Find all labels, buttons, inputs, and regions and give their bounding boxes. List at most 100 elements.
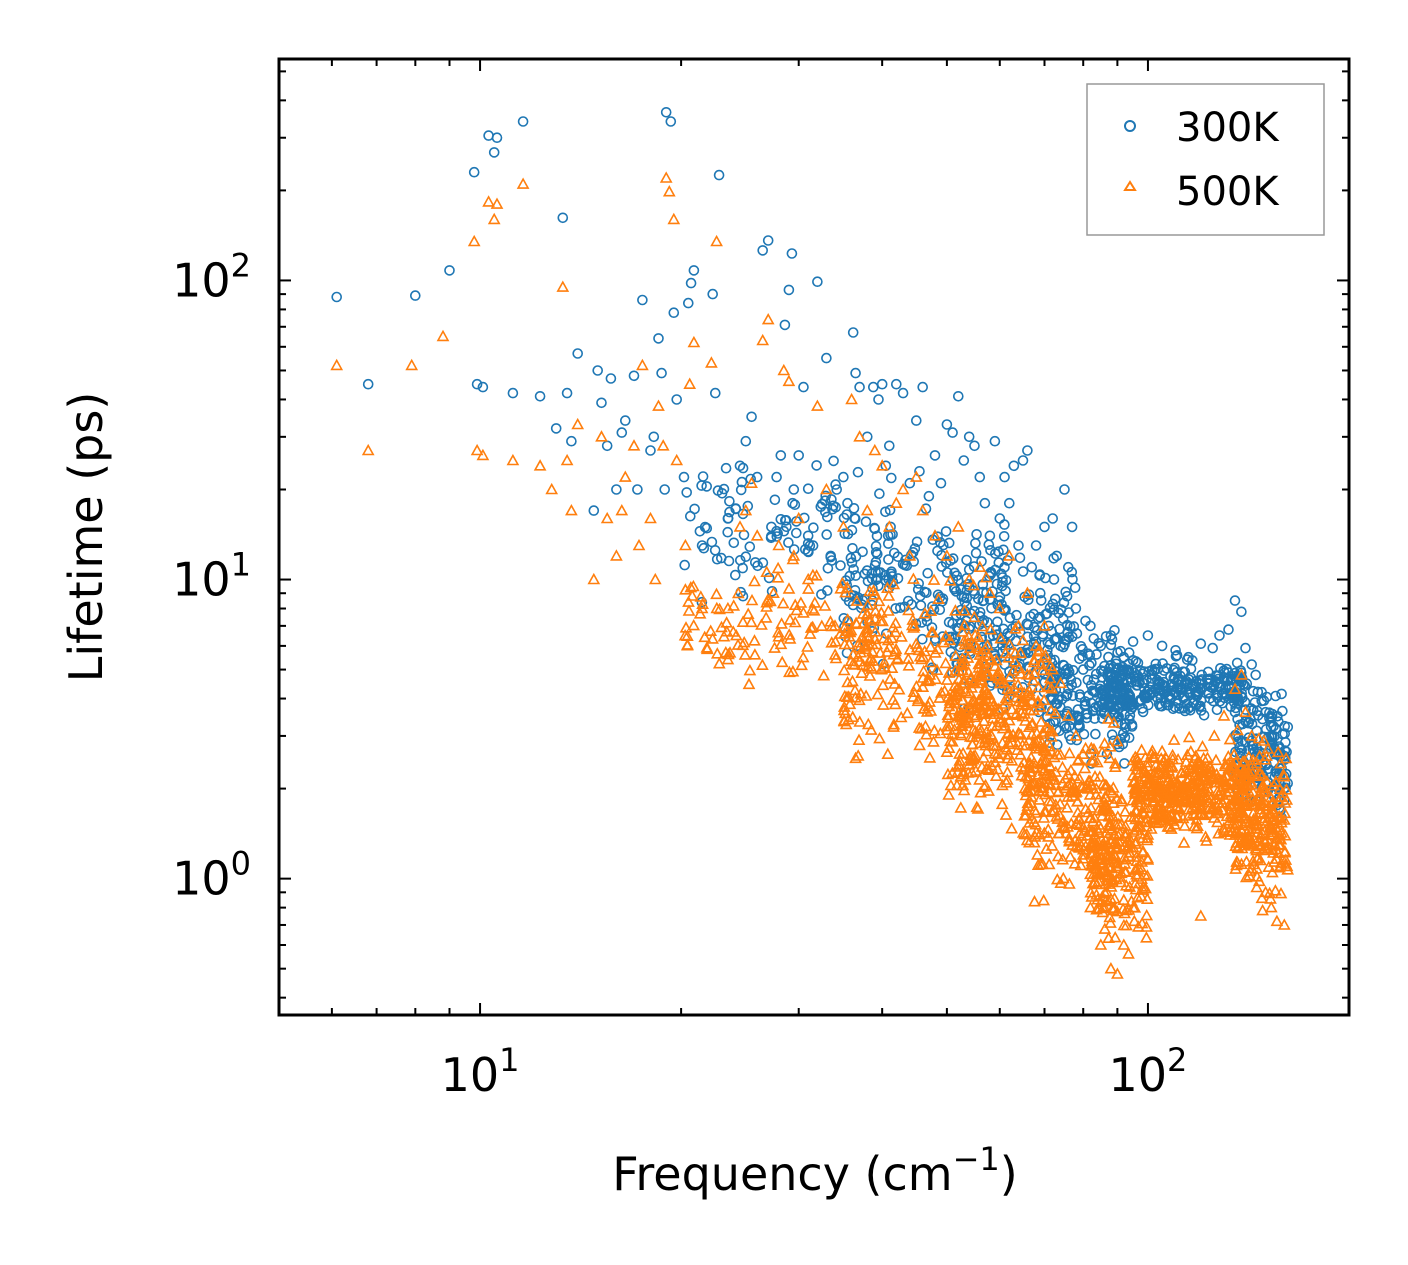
point-500k bbox=[1038, 619, 1051, 631]
point-300k bbox=[1138, 682, 1150, 694]
point-300k bbox=[1021, 618, 1033, 630]
point-500k bbox=[973, 726, 987, 738]
point-300k bbox=[729, 569, 741, 581]
point-300k bbox=[488, 147, 500, 158]
point-300k bbox=[951, 570, 963, 582]
point-500k bbox=[976, 619, 989, 632]
point-300k bbox=[1062, 706, 1073, 717]
point-500k bbox=[1163, 786, 1177, 799]
point-500k bbox=[1052, 826, 1065, 839]
legend-marker-300k bbox=[1124, 120, 1136, 132]
point-500k bbox=[694, 590, 708, 602]
point-500k bbox=[748, 574, 761, 587]
point-500k bbox=[1084, 825, 1097, 837]
point-300k bbox=[734, 554, 746, 566]
point-500k bbox=[910, 679, 923, 692]
point-500k bbox=[1268, 837, 1282, 849]
point-500k bbox=[1091, 867, 1105, 880]
point-500k bbox=[924, 604, 938, 616]
point-300k bbox=[932, 589, 944, 601]
point-300k bbox=[1246, 718, 1258, 730]
point-300k bbox=[1014, 552, 1026, 564]
point-500k bbox=[741, 607, 755, 619]
point-300k bbox=[934, 591, 946, 603]
point-500k bbox=[1223, 732, 1237, 745]
point-300k bbox=[1095, 665, 1107, 676]
point-500k bbox=[476, 448, 490, 461]
point-500k bbox=[1029, 742, 1043, 754]
point-300k bbox=[1064, 621, 1076, 632]
point-300k bbox=[1276, 688, 1287, 700]
point-500k bbox=[1140, 811, 1153, 824]
point-500k bbox=[1039, 754, 1053, 766]
point-300k bbox=[1179, 705, 1191, 717]
point-500k bbox=[1265, 820, 1279, 832]
point-500k bbox=[948, 696, 961, 708]
point-500k bbox=[748, 648, 762, 660]
point-500k bbox=[1132, 920, 1145, 932]
point-500k bbox=[967, 578, 980, 591]
point-500k bbox=[330, 358, 344, 371]
point-500k bbox=[1199, 830, 1212, 842]
point-500k bbox=[1037, 763, 1051, 776]
point-500k bbox=[1182, 730, 1196, 743]
point-500k bbox=[470, 443, 484, 456]
point-500k bbox=[1237, 763, 1251, 775]
point-500k bbox=[984, 623, 997, 635]
point-300k bbox=[1142, 630, 1154, 641]
point-500k bbox=[1138, 867, 1151, 880]
point-500k bbox=[1127, 914, 1141, 927]
point-300k bbox=[1003, 497, 1015, 509]
point-300k bbox=[857, 546, 868, 558]
point-500k bbox=[1108, 855, 1122, 867]
point-300k bbox=[956, 590, 968, 602]
point-500k bbox=[1106, 872, 1120, 885]
point-500k bbox=[801, 572, 815, 585]
point-500k bbox=[1091, 835, 1105, 847]
point-500k bbox=[1150, 816, 1163, 829]
point-500k bbox=[1119, 865, 1133, 877]
point-300k bbox=[724, 506, 735, 518]
point-300k bbox=[707, 288, 719, 300]
point-500k bbox=[958, 604, 971, 616]
point-300k bbox=[821, 352, 832, 364]
point-300k bbox=[1167, 703, 1179, 715]
point-300k bbox=[1058, 597, 1070, 609]
point-500k bbox=[1014, 646, 1028, 659]
point-500k bbox=[1184, 745, 1198, 757]
point-500k bbox=[683, 377, 697, 389]
point-500k bbox=[1143, 783, 1157, 795]
point-500k bbox=[990, 653, 1003, 666]
point-500k bbox=[1177, 836, 1191, 848]
point-300k bbox=[688, 265, 700, 276]
point-500k bbox=[983, 586, 997, 598]
point-500k bbox=[1060, 826, 1073, 839]
point-300k bbox=[1035, 595, 1047, 606]
point-500k bbox=[1012, 726, 1025, 738]
point-300k bbox=[1081, 708, 1093, 720]
point-500k bbox=[834, 582, 848, 594]
point-300k bbox=[1099, 708, 1110, 720]
point-300k bbox=[1049, 593, 1061, 605]
point-500k bbox=[1009, 622, 1022, 634]
point-500k bbox=[797, 606, 810, 618]
point-500k bbox=[1025, 694, 1038, 706]
point-500k bbox=[1217, 771, 1231, 784]
point-500k bbox=[748, 634, 761, 646]
point-500k bbox=[1027, 756, 1041, 768]
point-500k bbox=[1136, 880, 1150, 892]
point-500k bbox=[905, 618, 919, 631]
point-500k bbox=[756, 333, 770, 346]
point-300k bbox=[1017, 566, 1029, 577]
point-500k bbox=[820, 482, 833, 495]
point-500k bbox=[1253, 766, 1266, 779]
point-500k bbox=[1032, 680, 1045, 693]
point-500k bbox=[1046, 724, 1059, 737]
point-500k bbox=[965, 765, 979, 778]
point-500k bbox=[1027, 775, 1041, 787]
point-500k bbox=[1054, 676, 1067, 689]
point-500k bbox=[1104, 916, 1117, 928]
point-500k bbox=[1069, 729, 1083, 741]
point-500k bbox=[1132, 811, 1145, 823]
point-300k bbox=[961, 592, 973, 604]
